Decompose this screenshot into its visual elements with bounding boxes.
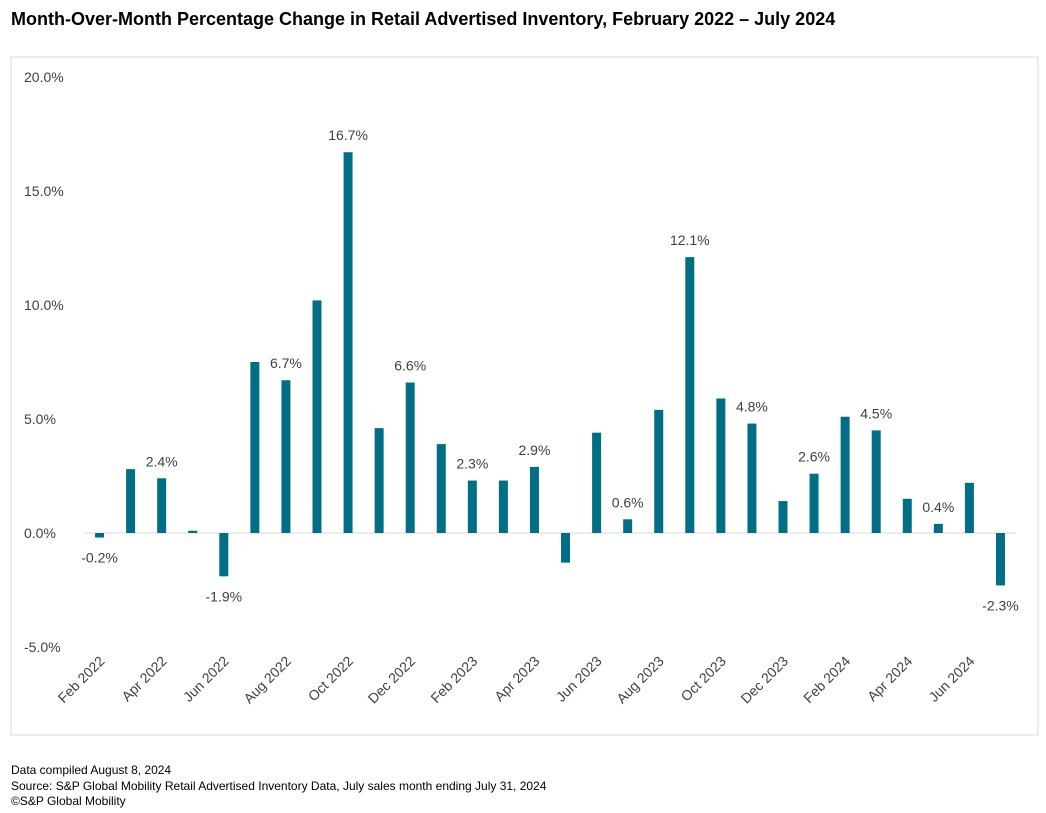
- bar: [840, 416, 850, 533]
- data-label: 2.6%: [798, 449, 830, 465]
- bar: [623, 519, 633, 533]
- bar: [188, 530, 198, 533]
- bar: [871, 430, 881, 533]
- source: Source: S&P Global Mobility Retail Adver…: [11, 779, 547, 793]
- data-label: 6.6%: [394, 358, 426, 374]
- bar: [126, 469, 136, 533]
- y-tick-label: -5.0%: [24, 639, 61, 655]
- data-label: -2.3%: [982, 597, 1019, 613]
- bar: [654, 409, 664, 533]
- bar: [281, 380, 291, 533]
- y-tick-label: 0.0%: [24, 525, 56, 541]
- bar: [343, 152, 353, 534]
- y-tick-label: 15.0%: [24, 183, 64, 199]
- data-label: -1.9%: [206, 588, 243, 604]
- bar: [716, 398, 726, 533]
- bar: [592, 432, 602, 533]
- bar: [374, 428, 384, 533]
- data-label: 16.7%: [328, 127, 368, 143]
- bar: [250, 362, 260, 533]
- data-label: 0.6%: [612, 494, 644, 510]
- bar: [995, 533, 1005, 586]
- y-tick-label: 10.0%: [24, 297, 64, 313]
- y-tick-label: 20.0%: [24, 69, 64, 85]
- data-label: 4.5%: [860, 405, 892, 421]
- bar: [498, 480, 508, 533]
- bar: [436, 444, 446, 533]
- bar: [405, 382, 415, 533]
- data-label: 6.7%: [270, 355, 302, 371]
- bar: [561, 533, 571, 563]
- chart-frame: [10, 56, 1039, 736]
- copyright: ©S&P Global Mobility: [11, 794, 126, 808]
- bar: [809, 473, 819, 533]
- data-label: 2.3%: [456, 456, 488, 472]
- bar: [95, 533, 105, 538]
- data-label: 0.4%: [922, 499, 954, 515]
- bar: [219, 533, 229, 577]
- bar: [902, 498, 912, 533]
- data-label: 4.8%: [736, 399, 768, 415]
- bar: [157, 478, 167, 533]
- bar: [312, 300, 322, 533]
- y-tick-label: 5.0%: [24, 411, 56, 427]
- data-label: 2.9%: [519, 442, 551, 458]
- bar: [778, 501, 788, 533]
- chart-title: Month-Over-Month Percentage Change in Re…: [11, 9, 835, 29]
- bar: [933, 523, 943, 533]
- bar: [747, 423, 757, 533]
- note: Data compiled August 8, 2024: [11, 763, 171, 777]
- data-label: -0.2%: [81, 550, 118, 566]
- bar: [467, 480, 477, 533]
- bar: [685, 257, 695, 533]
- data-label: 2.4%: [146, 453, 178, 469]
- data-label: 12.1%: [670, 232, 710, 248]
- bar: [529, 466, 539, 533]
- bar: [964, 482, 974, 533]
